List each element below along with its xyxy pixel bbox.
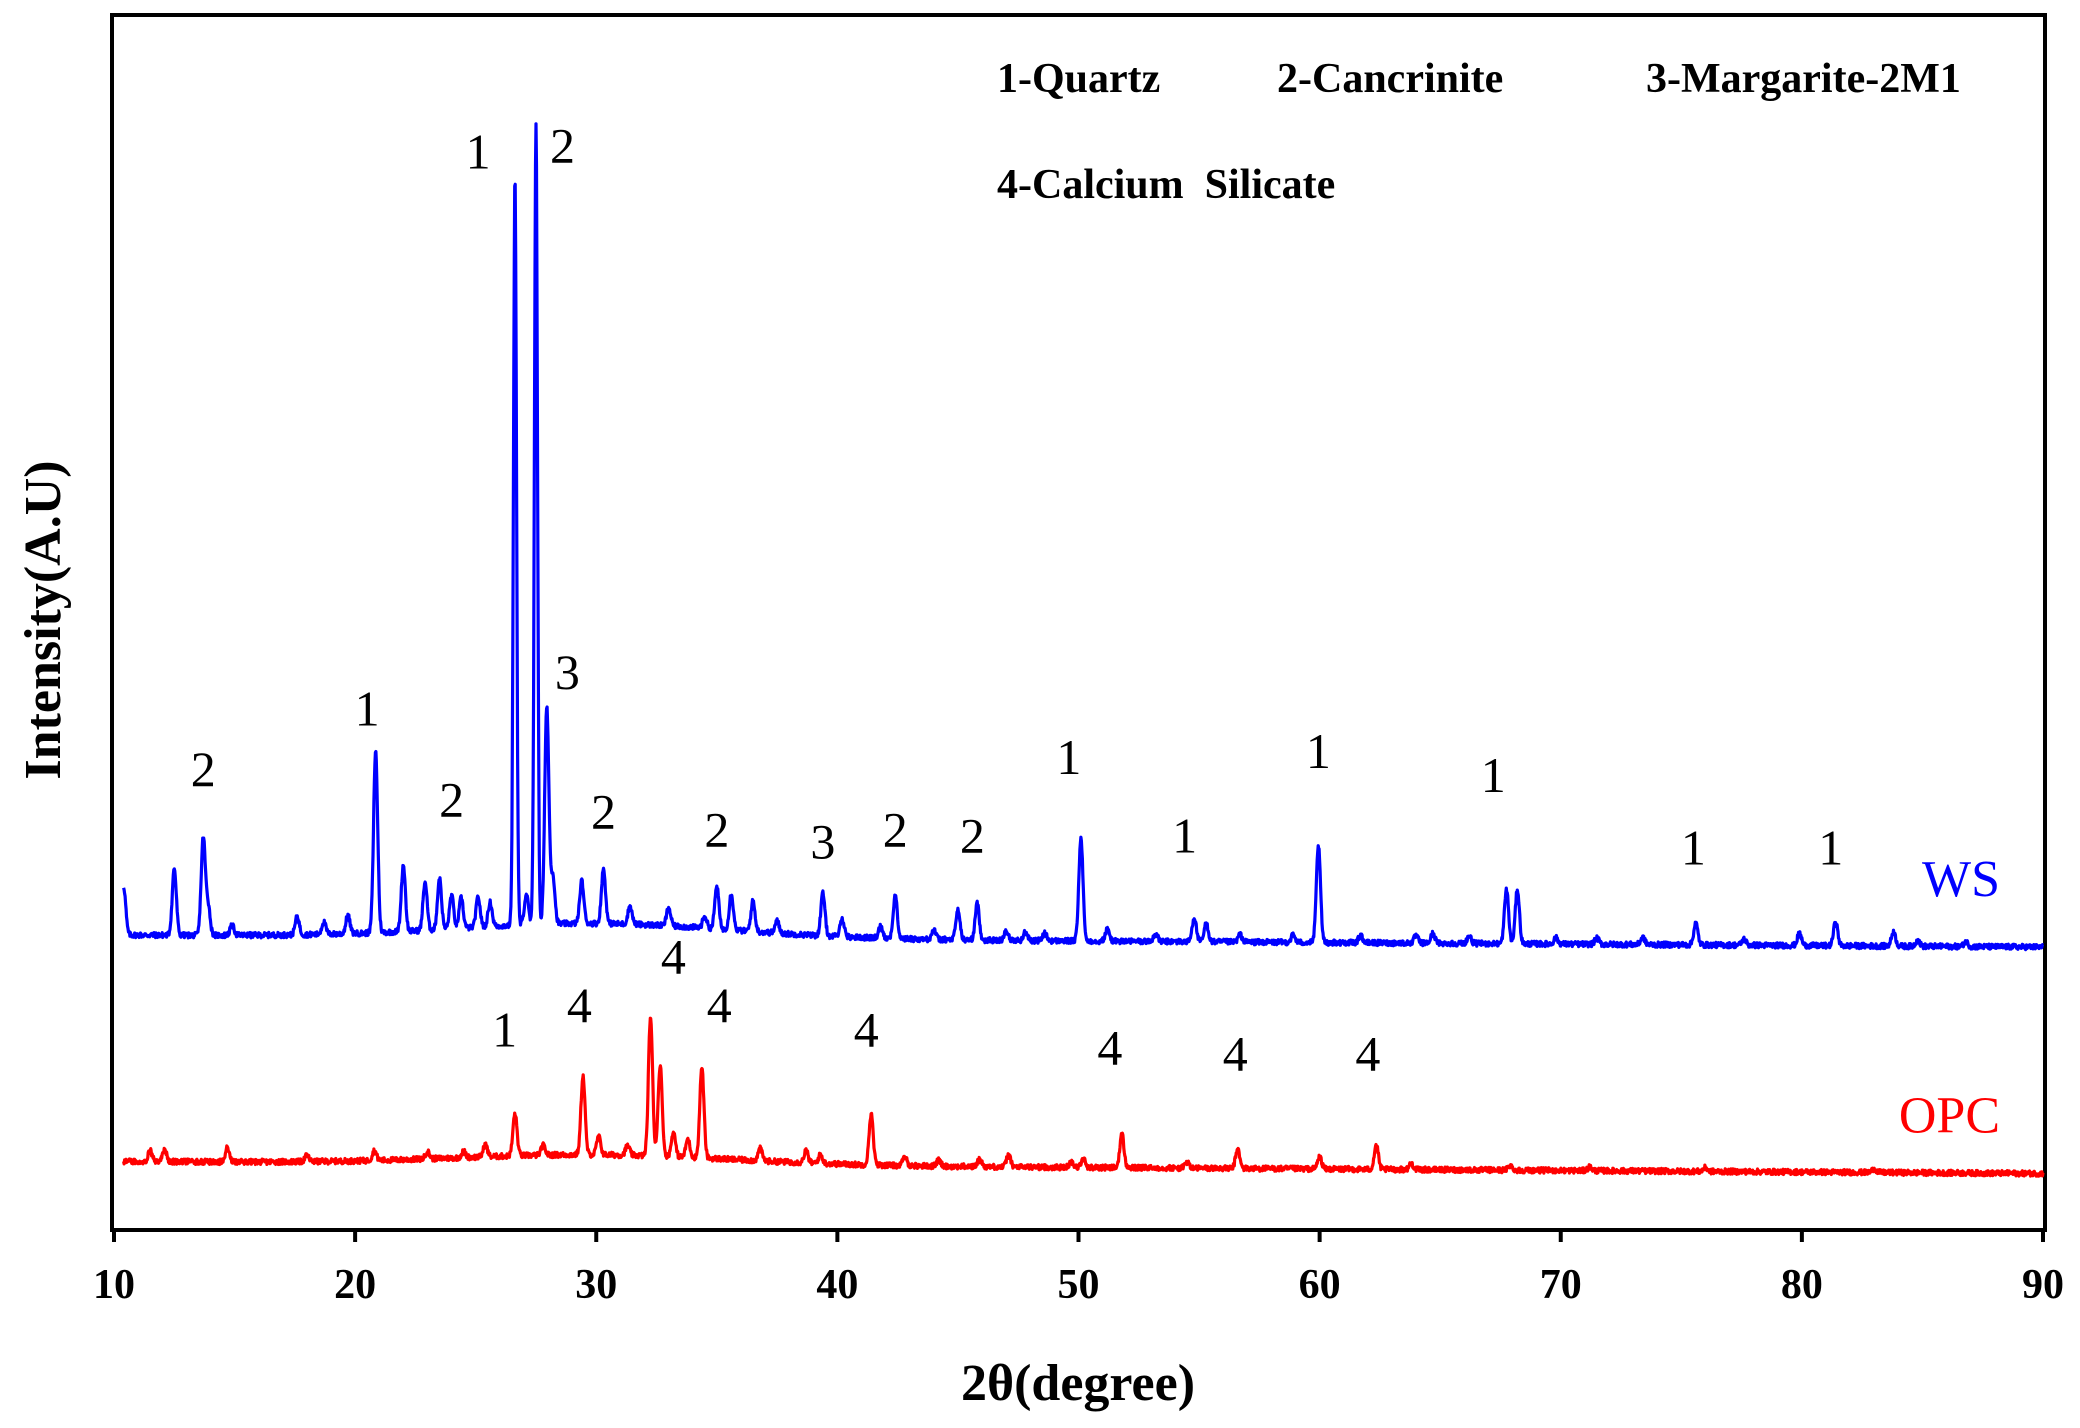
peak-label: 1 xyxy=(492,1001,517,1057)
peak-label: 1 xyxy=(1172,808,1197,864)
legend-item-quartz: 1-Quartz xyxy=(997,56,1160,102)
peak-label: 4 xyxy=(854,1001,879,1057)
x-tick-label: 30 xyxy=(575,1262,617,1308)
x-tick-label: 90 xyxy=(2022,1262,2064,1308)
peak-label: 4 xyxy=(661,929,686,985)
peak-label: 4 xyxy=(1355,1026,1380,1082)
x-tick-label: 50 xyxy=(1058,1262,1100,1308)
legend-item-margarite: 3-Margarite-2M1 xyxy=(1646,56,1961,102)
x-axis-title: 2θ(degree) xyxy=(961,1355,1195,1412)
peak-label: 2 xyxy=(550,117,575,173)
peak-label: 4 xyxy=(567,977,592,1033)
peak-label: 2 xyxy=(439,771,464,827)
x-tick-label: 40 xyxy=(816,1262,858,1308)
series-line-ws xyxy=(122,122,2045,952)
peak-label: 2 xyxy=(960,808,985,864)
peak-label: 2 xyxy=(591,783,616,839)
series-label-opc: OPC xyxy=(1899,1087,2000,1144)
peak-label: 1 xyxy=(1056,729,1081,785)
series-line-opc xyxy=(122,1016,2045,1178)
x-tick-label: 80 xyxy=(1781,1262,1823,1308)
x-axis: 10 20 30 40 50 60 70 80 90 xyxy=(93,1228,2064,1308)
legend-item-calcium-silicate: 4-Calcium Silicate xyxy=(997,162,1335,208)
peak-label: 3 xyxy=(555,644,580,700)
peak-label: 1 xyxy=(466,123,491,179)
peak-label: 1 xyxy=(1481,747,1506,803)
peak-label: 1 xyxy=(355,680,380,736)
peak-label: 1 xyxy=(1681,820,1706,876)
series-label-ws: WS xyxy=(1922,851,2000,908)
y-axis-title: Intensity(A.U) xyxy=(15,460,72,779)
x-tick-label: 20 xyxy=(334,1262,376,1308)
legend: 1-Quartz 2-Cancrinite 3-Margarite-2M1 4-… xyxy=(997,56,1961,208)
peak-label: 4 xyxy=(707,977,732,1033)
peak-label: 4 xyxy=(1097,1020,1122,1076)
peak-label: 1 xyxy=(1306,723,1331,779)
peak-label: 2 xyxy=(191,741,216,797)
legend-item-cancrinite: 2-Cancrinite xyxy=(1277,56,1503,102)
peak-label: 2 xyxy=(704,802,729,858)
series-group xyxy=(122,122,2045,1178)
x-tick-label: 10 xyxy=(93,1262,135,1308)
series-labels: WS OPC xyxy=(1899,851,2000,1144)
peak-label: 1 xyxy=(1818,820,1843,876)
peak-label: 2 xyxy=(883,802,908,858)
x-tick-label: 60 xyxy=(1299,1262,1341,1308)
peak-label: 4 xyxy=(1223,1026,1248,1082)
peak-label: 3 xyxy=(810,814,835,870)
x-tick-label: 70 xyxy=(1540,1262,1582,1308)
